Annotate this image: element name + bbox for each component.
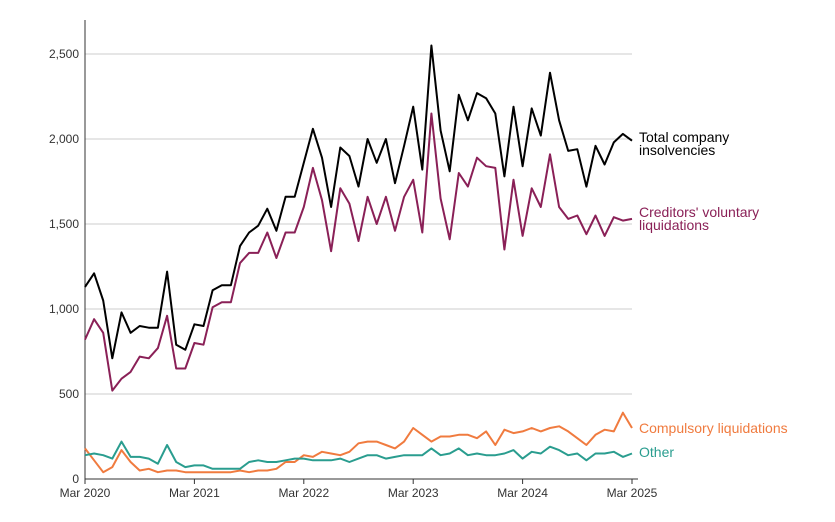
x-tick-label: Mar 2024 — [497, 486, 548, 500]
x-tick-label: Mar 2022 — [278, 486, 329, 500]
series-lines — [84, 44, 633, 474]
x-tick-label: Mar 2020 — [60, 486, 111, 500]
x-axis: Mar 2020 Mar 2021 Mar 2022 Mar 2023 Mar 2024… — [60, 478, 658, 500]
y-tick-label: 0 — [72, 472, 79, 486]
series-line-total-company-insolvencies — [84, 44, 633, 360]
y-tick-label: 2,000 — [49, 132, 79, 146]
series-label-creditors-voluntary-liquidations: Creditors' voluntary liquidations — [639, 204, 759, 233]
series-line-creditors-voluntary-liquidations — [84, 112, 633, 392]
series-label-other: Other — [639, 444, 674, 460]
x-tick-label: Mar 2025 — [607, 486, 658, 500]
y-tick-label: 2,500 — [49, 47, 79, 61]
series-label-line: Creditors' voluntary — [639, 204, 759, 220]
series-label-line: Other — [639, 444, 674, 460]
y-axis: 0 500 1,000 1,500 2,000 2,500 — [49, 20, 86, 486]
y-tick-label: 1,000 — [49, 302, 79, 316]
series-labels: Total company insolvencies Creditors' volu… — [639, 129, 788, 460]
series-label-line: liquidations — [639, 217, 709, 233]
x-tick-label: Mar 2021 — [169, 486, 220, 500]
series-line-compulsory-liquidations — [84, 411, 633, 474]
series-label-compulsory-liquidations: Compulsory liquidations — [639, 420, 788, 436]
series-label-line: Compulsory liquidations — [639, 420, 788, 436]
series-line-other — [84, 440, 633, 470]
y-tick-label: 500 — [59, 387, 79, 401]
grid-lines — [85, 53, 632, 395]
series-label-total-company-insolvencies: Total company insolvencies — [639, 129, 729, 158]
x-tick-label: Mar 2023 — [388, 486, 439, 500]
series-label-line: insolvencies — [639, 142, 715, 158]
y-tick-label: 1,500 — [49, 217, 79, 231]
series-label-line: Total company — [639, 129, 729, 145]
